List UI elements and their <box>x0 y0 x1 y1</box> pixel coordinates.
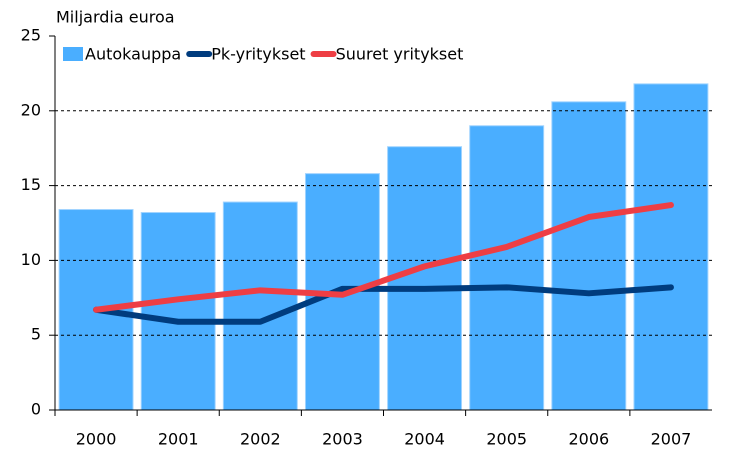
line <box>93 284 674 325</box>
line <box>93 202 674 313</box>
legend-swatch <box>63 47 83 61</box>
legend-label: Suuret yritykset <box>336 45 464 64</box>
x-tick-label: 2005 <box>486 430 527 449</box>
bar <box>222 201 298 411</box>
legend-label: Autokauppa <box>85 45 181 64</box>
y-tick-label: 15 <box>21 175 41 194</box>
x-tick-label: 2001 <box>158 430 199 449</box>
y-tick-label: 25 <box>21 26 41 45</box>
x-tick-label: 2004 <box>404 430 445 449</box>
x-tick-label: 2006 <box>568 430 609 449</box>
x-tick-label: 2003 <box>322 430 363 449</box>
x-tick-label: 2007 <box>651 430 692 449</box>
bar <box>633 83 709 411</box>
x-tick-label: 2002 <box>240 430 281 449</box>
bar <box>551 101 627 411</box>
bar <box>387 146 463 411</box>
y-axis-label: Miljardia euroa <box>56 8 175 27</box>
x-tick-label: 2000 <box>76 430 117 449</box>
y-tick-label: 5 <box>31 325 41 344</box>
legend-label: Pk-yritykset <box>211 45 305 64</box>
bar <box>140 212 216 411</box>
y-tick-label: 0 <box>31 400 41 419</box>
y-tick-label: 20 <box>21 100 41 119</box>
bar <box>469 125 545 411</box>
y-tick-label: 10 <box>21 250 41 269</box>
